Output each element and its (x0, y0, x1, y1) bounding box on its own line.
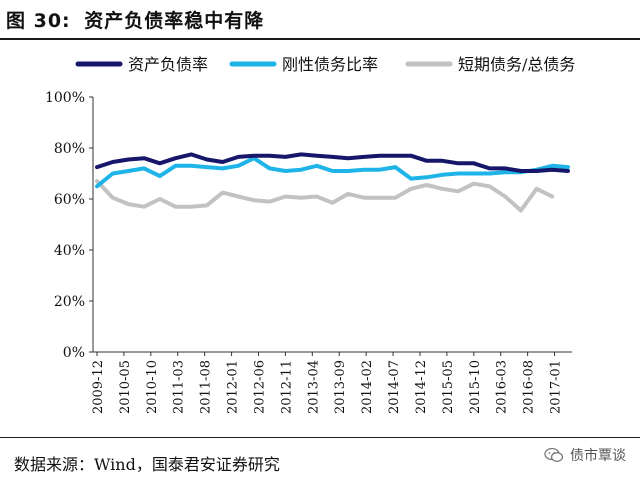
x-tick-label: 2009-12 (91, 360, 106, 414)
x-tick-label: 2017-01 (549, 360, 564, 414)
x-tick-label: 2016-08 (522, 360, 537, 414)
legend-label-3: 短期债务/总债务 (458, 55, 575, 74)
y-tick-label: 60% (54, 192, 85, 208)
figure-label: 图 30: (6, 10, 71, 32)
x-tick-label: 2012-01 (226, 360, 241, 414)
x-tick-label: 2016-03 (495, 360, 510, 414)
series-line-2 (95, 156, 570, 189)
x-tick-label: 2010-10 (145, 360, 160, 414)
x-tick-label: 2013-04 (306, 360, 321, 414)
x-tick-label: 2015-10 (468, 360, 483, 414)
bottom-divider (0, 437, 640, 438)
watermark: 债市覃谈 (544, 445, 626, 465)
source-note: 数据来源：Wind，国泰君安证券研究 (14, 455, 280, 474)
series-line-3 (95, 179, 555, 213)
x-tick-label: 2015-05 (441, 360, 456, 414)
top-divider (0, 38, 640, 40)
y-tick-label: 100% (45, 90, 85, 106)
x-tick-label: 2014-07 (387, 360, 402, 414)
line-chart: 资产负债率 刚性债务比率 短期债务/总债务 0% 20% 40% 60% 80% 100% 200… (45, 55, 575, 414)
x-tick-label: 2014-02 (360, 360, 375, 414)
legend-label-1: 资产负债率 (128, 55, 208, 74)
wechat-icon (544, 447, 564, 462)
watermark-text: 债市覃谈 (570, 448, 626, 464)
y-tick-label: 80% (54, 141, 85, 157)
legend-label-2: 刚性债务比率 (282, 55, 378, 74)
x-tick-label: 2011-03 (172, 360, 187, 414)
series-line-1 (95, 152, 570, 173)
x-tick-label: 2014-12 (414, 360, 429, 414)
x-tick-label: 2011-08 (199, 360, 214, 414)
x-tick-label: 2012-06 (252, 360, 267, 414)
figure-title: 图 30: 资产负债率稳中有降 (6, 6, 270, 33)
x-tick-label: 2010-05 (118, 360, 133, 414)
x-tick-label: 2013-09 (333, 360, 348, 414)
figure-title-text: 资产负债率稳中有降 (84, 10, 265, 32)
y-tick-label: 20% (54, 294, 85, 310)
y-tick-label: 40% (54, 243, 85, 259)
x-tick-label: 2012-11 (279, 360, 294, 414)
y-tick-label: 0% (63, 345, 85, 361)
